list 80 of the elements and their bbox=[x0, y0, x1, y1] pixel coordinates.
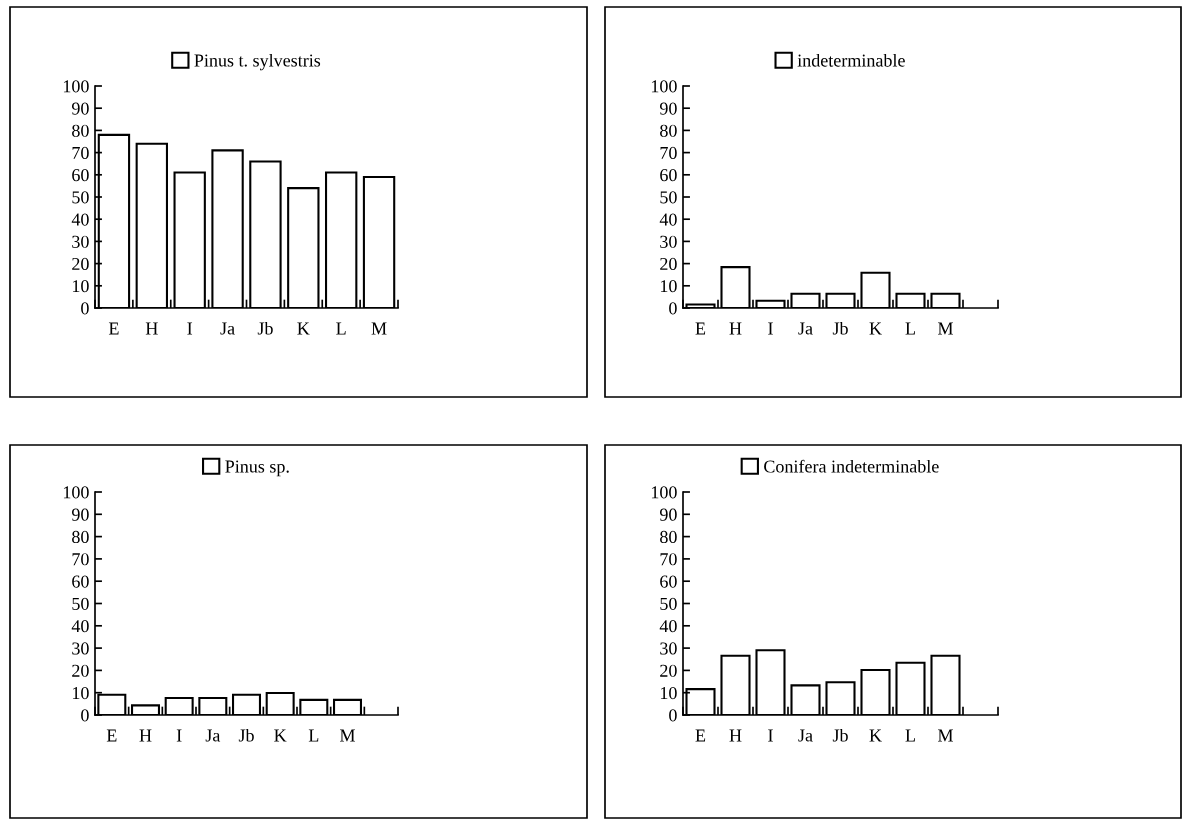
x-tick-label: I bbox=[176, 729, 182, 742]
y-tick-label: 80 bbox=[660, 124, 677, 137]
x-tick-label: E bbox=[695, 322, 706, 335]
x-tick-label: I bbox=[768, 322, 773, 335]
y-tick-label: 0 bbox=[669, 302, 677, 315]
y-tick-label: 50 bbox=[660, 191, 677, 204]
y-tick-label: 90 bbox=[71, 508, 89, 521]
y-tick-label: 10 bbox=[660, 280, 677, 293]
y-tick-label: 90 bbox=[71, 102, 89, 115]
x-tick-label: Jb bbox=[238, 728, 254, 742]
legend-label: Pinus sp. bbox=[225, 460, 289, 477]
x-tick-label: Ja bbox=[220, 322, 235, 335]
x-tick-label: Jb bbox=[832, 728, 848, 742]
y-tick-label: 70 bbox=[72, 146, 89, 160]
x-tick-label: Jb bbox=[832, 321, 848, 335]
y-tick-label: 30 bbox=[72, 235, 89, 248]
x-tick-label: M bbox=[937, 322, 953, 335]
y-tick-label: 10 bbox=[72, 280, 89, 293]
y-tick-label: 20 bbox=[72, 257, 89, 271]
y-tick-label: 80 bbox=[72, 124, 89, 137]
y-tick-label: 70 bbox=[660, 553, 677, 566]
y-tick-label: 0 bbox=[81, 302, 89, 315]
y-tick-label: 40 bbox=[659, 213, 677, 226]
x-tick-label: L bbox=[336, 322, 346, 335]
y-tick-label: 50 bbox=[660, 597, 677, 610]
x-tick-label: Ja bbox=[798, 729, 813, 742]
y-tick-label: 50 bbox=[72, 597, 89, 610]
x-tick-label: H bbox=[139, 729, 152, 742]
x-tick-label: M bbox=[371, 322, 387, 335]
x-tick-label: I bbox=[768, 729, 773, 742]
y-tick-label: 20 bbox=[72, 664, 89, 677]
y-tick-label: 30 bbox=[660, 642, 677, 655]
y-tick-label: 10 bbox=[72, 686, 89, 700]
y-tick-label: 70 bbox=[72, 553, 89, 566]
x-tick-label: K bbox=[869, 322, 882, 335]
x-tick-label: H bbox=[145, 322, 158, 335]
x-tick-label: K bbox=[274, 729, 287, 742]
x-tick-label: E bbox=[695, 729, 706, 742]
x-tick-label: M bbox=[937, 729, 953, 742]
x-tick-label: L bbox=[905, 322, 915, 335]
y-tick-label: 100 bbox=[63, 486, 89, 499]
x-tick-label: Ja bbox=[205, 729, 221, 742]
y-tick-label: 20 bbox=[660, 257, 677, 271]
y-tick-label: 60 bbox=[660, 575, 677, 588]
legend-label: indeterminable bbox=[797, 53, 905, 67]
y-tick-label: 100 bbox=[63, 80, 89, 93]
y-tick-label: 0 bbox=[81, 709, 89, 722]
y-tick-label: 50 bbox=[72, 191, 89, 204]
x-tick-label: Jb bbox=[257, 321, 273, 335]
legend-label: Pinus t. sylvestris bbox=[194, 53, 321, 71]
y-tick-label: 70 bbox=[660, 146, 677, 160]
y-tick-label: 40 bbox=[659, 620, 677, 633]
y-tick-label: 60 bbox=[72, 575, 89, 588]
y-tick-label: 90 bbox=[659, 508, 677, 521]
y-tick-label: 0 bbox=[669, 709, 677, 722]
y-tick-label: 30 bbox=[660, 235, 677, 248]
x-tick-label: I bbox=[187, 322, 193, 335]
y-tick-label: 60 bbox=[72, 169, 89, 182]
x-tick-label: H bbox=[729, 322, 742, 335]
x-tick-label: M bbox=[339, 729, 355, 742]
x-tick-label: Ja bbox=[798, 322, 813, 335]
y-tick-label: 90 bbox=[659, 102, 677, 115]
y-tick-label: 40 bbox=[71, 620, 89, 633]
y-tick-label: 100 bbox=[651, 486, 677, 499]
y-tick-label: 10 bbox=[660, 686, 677, 700]
x-tick-label: E bbox=[106, 729, 117, 742]
x-tick-label: E bbox=[108, 322, 119, 335]
legend-label: Conifera indeterminable bbox=[764, 459, 939, 473]
y-tick-label: 100 bbox=[651, 80, 677, 93]
x-tick-label: L bbox=[905, 729, 915, 742]
y-tick-label: 20 bbox=[660, 664, 677, 677]
y-tick-label: 30 bbox=[72, 642, 89, 655]
y-tick-label: 40 bbox=[71, 213, 89, 226]
x-tick-label: H bbox=[729, 729, 742, 742]
x-tick-label: K bbox=[869, 729, 882, 742]
x-tick-label: L bbox=[308, 729, 319, 742]
x-tick-label: K bbox=[297, 322, 310, 335]
y-tick-label: 80 bbox=[72, 530, 89, 544]
y-tick-label: 80 bbox=[660, 530, 677, 544]
y-tick-label: 60 bbox=[660, 169, 677, 182]
